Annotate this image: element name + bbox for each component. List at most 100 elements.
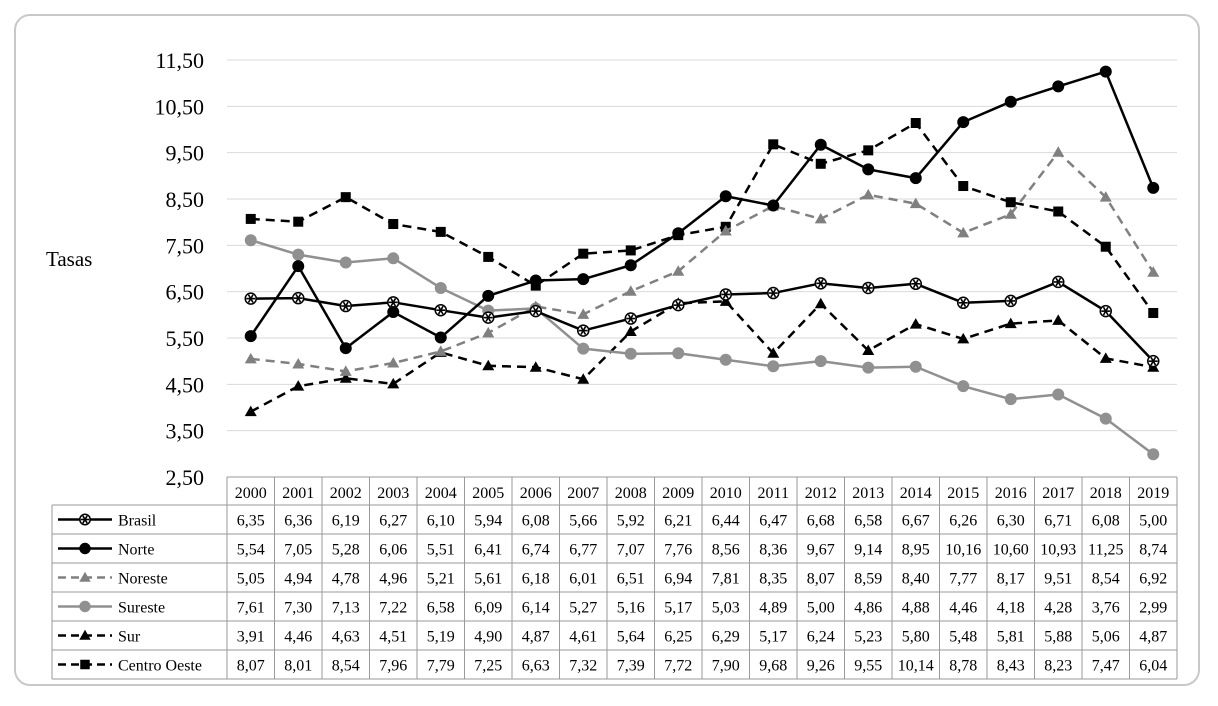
data-label: 7,25 — [474, 658, 502, 675]
data-label: 4,28 — [1044, 600, 1072, 617]
marker — [244, 330, 257, 343]
marker — [1004, 208, 1017, 219]
data-label: 4,89 — [759, 600, 787, 617]
data-label: 4,90 — [474, 629, 502, 646]
table-row: Noreste 5,05 4,94 4,78 4,96 5,21 5,61 6,18 6,01 6… — [58, 571, 1167, 588]
marker — [483, 251, 494, 262]
marker — [577, 273, 590, 286]
data-label: 4,51 — [379, 629, 407, 646]
data-label: 6,30 — [997, 513, 1025, 530]
marker — [79, 571, 91, 582]
marker — [1004, 317, 1017, 329]
data-label: 6,67 — [902, 513, 930, 530]
data-label: 8,54 — [332, 658, 360, 675]
marker — [529, 304, 542, 318]
data-label: 6,19 — [332, 513, 360, 530]
x-tick-label: 2009 — [662, 485, 694, 502]
y-tick-label: 6,50 — [166, 280, 205, 305]
marker — [624, 285, 637, 296]
data-label: 4,46 — [284, 629, 312, 646]
data-label: 8,56 — [712, 542, 740, 559]
marker — [387, 377, 400, 389]
marker — [1053, 206, 1064, 217]
data-label: 7,47 — [1092, 658, 1120, 675]
series-sureste — [244, 234, 1160, 461]
marker — [1052, 80, 1065, 93]
data-label: 10,16 — [945, 542, 981, 559]
data-label: 3,91 — [237, 629, 265, 646]
data-label: 6,21 — [664, 513, 692, 530]
data-label: 8,74 — [1139, 542, 1167, 559]
marker — [1052, 314, 1065, 325]
table-row: Sureste 7,61 7,30 7,13 7,22 6,58 6,09 6,14 5,27 5… — [58, 600, 1167, 617]
series-line — [250, 300, 1154, 413]
data-label: 5,19 — [427, 629, 455, 646]
marker — [862, 281, 875, 295]
x-tick-label: 2013 — [852, 485, 884, 502]
y-tick-label: 9,50 — [166, 141, 205, 166]
marker — [387, 357, 400, 368]
marker — [387, 296, 400, 309]
data-label: 4,88 — [902, 600, 930, 617]
data-label: 7,61 — [237, 600, 265, 617]
x-tick-label: 2007 — [567, 485, 599, 502]
data-label: 6,94 — [664, 571, 692, 588]
marker — [79, 513, 91, 526]
marker — [577, 342, 590, 355]
data-label: 8,17 — [997, 571, 1025, 588]
data-label: 5,16 — [617, 600, 645, 617]
data-label: 4,96 — [379, 571, 407, 588]
data-label: 8,07 — [237, 658, 265, 675]
marker — [624, 259, 637, 272]
marker — [79, 600, 91, 613]
data-label: 6,29 — [712, 629, 740, 646]
data-label: 6,08 — [1092, 513, 1120, 530]
marker — [339, 256, 352, 269]
marker — [863, 145, 874, 156]
marker — [672, 347, 685, 360]
marker — [958, 181, 969, 192]
table-row: Brasil 6,35 6,36 6,19 6,27 6,10 5,94 6,08 5,66 5,… — [58, 513, 1167, 530]
data-label: 6,58 — [427, 600, 455, 617]
data-label: 7,76 — [664, 542, 692, 559]
marker — [244, 405, 257, 417]
data-label: 5,94 — [474, 513, 502, 530]
marker — [909, 318, 922, 329]
table-row: Centro Oeste 8,07 8,01 8,54 7,96 7,79 7,25 6,63… — [58, 658, 1167, 675]
data-label: 7,81 — [712, 571, 740, 588]
marker — [340, 192, 351, 203]
x-tick-label: 2014 — [900, 485, 932, 502]
marker — [292, 248, 305, 261]
marker — [578, 248, 589, 259]
marker — [862, 361, 875, 374]
data-label: 6,71 — [1044, 513, 1072, 530]
data-label: 8,43 — [997, 658, 1025, 675]
data-label: 5,61 — [474, 571, 502, 588]
marker — [719, 190, 732, 203]
marker — [767, 347, 780, 358]
data-label: 6,63 — [522, 658, 550, 675]
marker — [577, 324, 590, 337]
data-label: 4,61 — [569, 629, 597, 646]
marker — [814, 355, 827, 368]
marker — [862, 344, 875, 356]
marker — [862, 188, 875, 200]
marker — [292, 380, 305, 391]
data-label: 5,81 — [997, 629, 1025, 646]
marker — [1147, 181, 1160, 194]
x-tick-label: 2008 — [615, 485, 647, 502]
data-label: 6,47 — [759, 513, 787, 530]
data-label: 8,40 — [902, 571, 930, 588]
marker — [529, 361, 542, 372]
data-label: 10,60 — [993, 542, 1029, 559]
x-tick-label: 2012 — [805, 485, 837, 502]
data-label: 6,77 — [569, 542, 597, 559]
data-label: 4,18 — [997, 600, 1025, 617]
data-label: 5,66 — [569, 513, 597, 530]
data-label: 5,80 — [902, 629, 930, 646]
data-label: 4,46 — [949, 600, 977, 617]
data-label: 6,92 — [1139, 571, 1167, 588]
marker — [1004, 393, 1017, 406]
marker — [767, 360, 780, 373]
